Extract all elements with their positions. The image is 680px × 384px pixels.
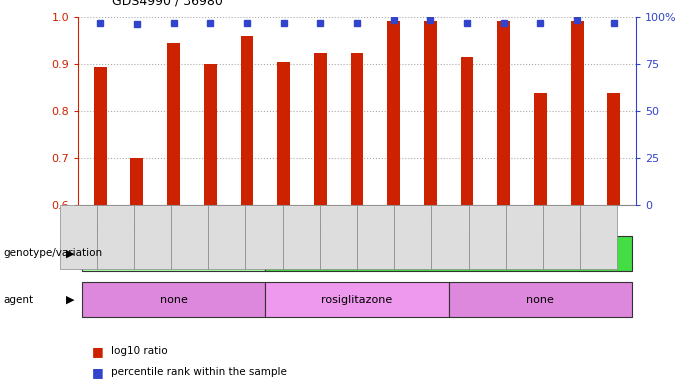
Bar xyxy=(204,65,217,205)
Bar xyxy=(241,36,254,205)
Bar xyxy=(571,21,583,205)
Bar xyxy=(534,93,547,205)
Text: GDS4990 / 36980: GDS4990 / 36980 xyxy=(112,0,223,8)
Bar xyxy=(314,53,326,205)
Bar xyxy=(265,236,632,271)
Text: db/db: db/db xyxy=(432,248,464,258)
Text: ▶: ▶ xyxy=(66,295,75,305)
Text: log10 ratio: log10 ratio xyxy=(111,346,167,356)
Bar xyxy=(277,62,290,205)
Text: ▶: ▶ xyxy=(66,248,75,258)
Bar xyxy=(265,282,449,317)
Bar xyxy=(82,282,265,317)
Bar xyxy=(497,21,510,205)
Bar xyxy=(424,21,437,205)
Text: genotype/variation: genotype/variation xyxy=(3,248,103,258)
Bar xyxy=(388,21,400,205)
Bar xyxy=(460,57,473,205)
Text: db/+: db/+ xyxy=(160,248,187,258)
Bar xyxy=(449,282,632,317)
Bar xyxy=(607,93,620,205)
Text: agent: agent xyxy=(3,295,33,305)
Text: ■: ■ xyxy=(92,366,103,379)
Text: none: none xyxy=(160,295,188,305)
Bar xyxy=(351,53,363,205)
Text: rosiglitazone: rosiglitazone xyxy=(322,295,392,305)
Bar xyxy=(131,159,143,205)
Text: ■: ■ xyxy=(92,345,103,358)
Text: none: none xyxy=(526,295,554,305)
Bar xyxy=(167,43,180,205)
Bar xyxy=(94,67,107,205)
Bar xyxy=(82,236,265,271)
Text: percentile rank within the sample: percentile rank within the sample xyxy=(111,367,287,377)
